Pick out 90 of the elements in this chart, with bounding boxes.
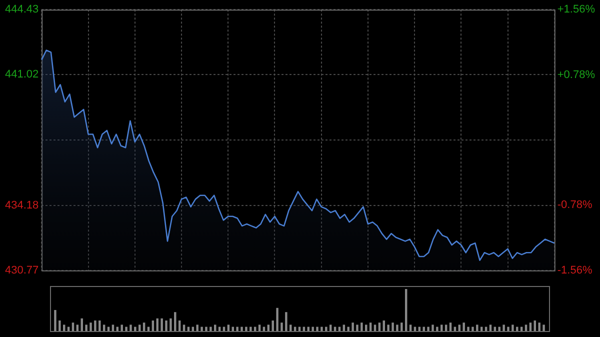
bar xyxy=(312,326,314,331)
bar xyxy=(165,320,168,331)
bar xyxy=(200,326,203,331)
bar xyxy=(374,324,376,331)
bar xyxy=(524,324,528,331)
bar xyxy=(58,320,61,331)
bar xyxy=(382,320,385,331)
bar xyxy=(160,318,163,331)
bar xyxy=(280,322,283,331)
bar xyxy=(444,324,448,331)
bar xyxy=(432,324,434,331)
bar xyxy=(329,324,332,331)
bar xyxy=(258,324,261,331)
bar xyxy=(378,322,381,331)
bar xyxy=(342,324,346,331)
bar xyxy=(236,326,238,331)
bar xyxy=(502,324,505,331)
bar xyxy=(227,324,230,331)
bar xyxy=(120,324,123,331)
bar xyxy=(142,322,146,331)
bar xyxy=(98,320,101,331)
bar xyxy=(62,324,66,331)
y-tick-label: 444.43 xyxy=(4,4,39,16)
bar xyxy=(449,322,452,331)
bar xyxy=(507,326,510,331)
bar xyxy=(440,324,443,331)
bar xyxy=(72,322,74,331)
y2-tick-label: -0.78% xyxy=(557,199,592,212)
bar xyxy=(369,322,372,331)
bar xyxy=(325,326,328,331)
bar xyxy=(387,324,390,331)
bar xyxy=(396,324,398,331)
bar xyxy=(467,326,470,331)
bar xyxy=(352,322,354,331)
bar xyxy=(404,289,408,331)
y-tick-label: 434.18 xyxy=(4,199,39,212)
bar xyxy=(512,324,514,331)
bar xyxy=(182,324,186,331)
bar xyxy=(400,322,403,331)
bar xyxy=(476,324,478,331)
bar xyxy=(285,312,288,331)
bar xyxy=(94,320,96,331)
bar xyxy=(392,322,394,331)
bar xyxy=(458,324,461,331)
bar xyxy=(534,320,536,331)
bar xyxy=(170,318,172,331)
bar xyxy=(365,324,368,331)
bar xyxy=(320,326,323,331)
bar xyxy=(276,308,278,331)
bar xyxy=(462,322,465,331)
bar xyxy=(102,324,106,331)
bar xyxy=(76,324,79,331)
y2-tick-label: +1.56% xyxy=(557,4,596,16)
bar xyxy=(356,324,358,331)
bar xyxy=(134,326,136,331)
bar xyxy=(214,324,216,331)
bar xyxy=(152,320,154,331)
bar xyxy=(196,324,198,331)
bar xyxy=(272,320,274,331)
bar xyxy=(245,326,248,331)
bar xyxy=(427,326,430,331)
bar xyxy=(54,310,56,331)
bar xyxy=(138,324,141,331)
bar xyxy=(360,322,363,331)
bar xyxy=(538,322,540,331)
bar xyxy=(205,326,208,331)
bar xyxy=(436,326,438,331)
y2-tick-label: -1.56% xyxy=(557,264,592,276)
bar xyxy=(210,326,212,331)
y2-tick-label: +0.78% xyxy=(557,68,596,81)
bar xyxy=(240,326,243,331)
bar xyxy=(542,324,545,331)
bar xyxy=(347,326,350,331)
bar xyxy=(250,326,252,331)
bar xyxy=(267,324,270,331)
bar xyxy=(85,324,88,331)
y-tick-label: 430.77 xyxy=(4,264,39,276)
y-tick-label: 441.02 xyxy=(4,68,39,81)
bar xyxy=(529,322,532,331)
bar xyxy=(125,326,128,331)
bar xyxy=(409,324,412,331)
bar xyxy=(316,326,318,331)
bar xyxy=(174,312,176,331)
bar xyxy=(472,326,474,331)
bar xyxy=(290,324,292,331)
bar xyxy=(112,324,114,331)
bar xyxy=(130,324,132,331)
bar xyxy=(90,322,92,331)
bar xyxy=(489,324,492,331)
bar xyxy=(178,320,181,331)
